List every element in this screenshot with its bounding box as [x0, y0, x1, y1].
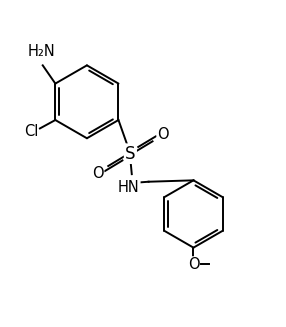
- Text: S: S: [125, 145, 136, 163]
- Text: HN: HN: [118, 180, 140, 195]
- Text: O: O: [188, 257, 199, 272]
- Text: H₂N: H₂N: [27, 44, 55, 59]
- Text: O: O: [92, 166, 104, 181]
- Text: Cl: Cl: [24, 124, 39, 139]
- Text: O: O: [157, 127, 169, 142]
